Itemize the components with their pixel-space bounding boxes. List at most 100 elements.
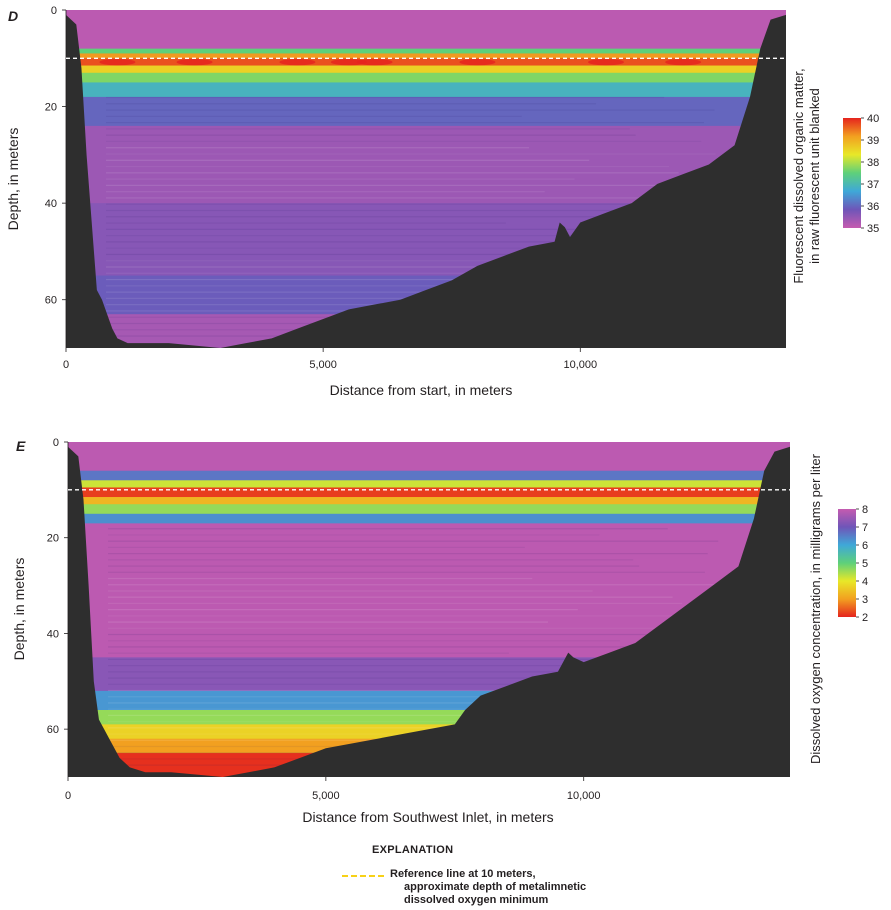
panel-d-colorbar-tick-label: 36 [867, 201, 879, 213]
panel-e-layer-6 [68, 513, 790, 524]
panel-d-streak [106, 285, 597, 287]
panel-d-streak [106, 241, 654, 243]
panel-d-streak [106, 109, 715, 111]
panel-d-layer-5 [66, 72, 786, 83]
panel-d-streak [106, 197, 695, 199]
panel-e-colorbar-tick-label: 5 [862, 558, 868, 570]
panel-d-colorbar-tick-label: 39 [867, 135, 879, 147]
panel-d-hotspot-1 [176, 58, 213, 66]
panel-d-x-tick-label: 10,000 [563, 359, 597, 371]
panel-d-streak [106, 165, 670, 168]
panel-d-streak [106, 216, 710, 218]
panel-e-streak [108, 590, 593, 592]
panel-e-y-axis-label: Depth, in meters [11, 558, 27, 661]
panel-d-colorbar-tick-label: 35 [867, 223, 879, 235]
panel-e-streak [108, 627, 699, 629]
panel-e-streak [108, 683, 556, 685]
panel-e-streak [108, 546, 525, 549]
panel-d-y-tick-label: 60 [45, 295, 57, 307]
panel-d-colorbar-label-line-2: in raw fluorescent unit blanked [807, 88, 822, 264]
panel-d-streak [106, 191, 545, 193]
panel-e-layer-1 [68, 470, 790, 481]
panel-d-streak [106, 140, 702, 143]
panel-e-colorbar-bar [838, 509, 856, 617]
panel-e-streak [108, 534, 600, 536]
reference-line-swatch [342, 875, 384, 877]
panel-e-colorbar-tick-label: 4 [862, 576, 868, 588]
reference-line-label-2: approximate depth of metalimnetic [404, 881, 587, 893]
panel-d-streak [106, 253, 553, 256]
panel-e-y-tick-label: 20 [47, 533, 59, 545]
panel-d-colorbar-label-line-1: Fluorescent dissolved organic matter, [791, 68, 806, 283]
panel-e-streak [108, 559, 634, 561]
panel-e-streak [108, 646, 713, 648]
panel-e-y-tick-label: 60 [47, 724, 59, 736]
panel-e-layer-0 [68, 442, 790, 472]
panel-e-x-axis-label: Distance from Southwest Inlet, in meters [302, 809, 553, 825]
panel-d-streak [106, 184, 718, 186]
panel-d-streak [106, 209, 617, 212]
panel-d-hotspot-3 [330, 58, 367, 66]
panel-e-plot-area [68, 442, 790, 777]
panel-d-streak [106, 260, 718, 262]
panel-d-x-tick-label: 0 [63, 359, 69, 371]
panel-d-y-tick-label: 20 [45, 102, 57, 114]
panel-d-hotspot-4 [356, 58, 393, 66]
panel-d-layer-7 [66, 96, 786, 127]
panel-d-streak [106, 228, 712, 230]
panel-e-layer-2 [68, 480, 790, 488]
panel-e-layer-3 [68, 487, 790, 498]
panel-d-colorbar-tick-label: 38 [867, 157, 879, 169]
panel-d-colorbar-tick-label: 40 [867, 113, 879, 125]
panel-d-layer-3 [66, 58, 786, 67]
panel-e-streak [108, 714, 600, 716]
panel-d-streak [106, 247, 692, 249]
panel-d-streak [106, 235, 611, 237]
panel-d-streak [106, 134, 636, 136]
panel-d-hotspot-7 [665, 58, 702, 66]
panel-d-streak [106, 272, 683, 274]
panel-d-layer-2 [66, 53, 786, 59]
panel-d-y-tick-label: 0 [51, 5, 57, 17]
panel-e-colorbar-label: Dissolved oxygen concentration, in milli… [808, 453, 823, 764]
panel-d: D 0 20 40 60 0 5,000 10,000 Distance from star… [5, 5, 879, 398]
panel-d-terrain [66, 14, 786, 348]
panel-e-axes: 0 20 40 60 0 5,000 10,000 [47, 437, 601, 802]
panel-e-streak [108, 615, 722, 617]
panel-e-streak [108, 621, 548, 623]
panel-d-hotspot-0 [99, 58, 136, 66]
panel-e-x-tick-label: 5,000 [312, 790, 340, 802]
panel-e-terrain [68, 446, 790, 777]
panel-e-label: E [16, 438, 26, 454]
panel-e-streak [108, 702, 687, 704]
panel-d-colorbar-tick-label: 37 [867, 179, 879, 191]
panel-d-streak [106, 266, 568, 268]
panel-e-y-tick-label: 0 [53, 437, 59, 449]
reference-line-legend-text: Reference line at 10 meters, approximate… [390, 868, 600, 907]
panel-e-streak [108, 721, 719, 723]
panel-d-y-tick-label: 40 [45, 198, 57, 210]
panel-e-streak [108, 540, 719, 542]
panel-e-streak [108, 571, 705, 573]
panel-e-streak [108, 609, 578, 611]
panel-e-colorbar-tick-label: 2 [862, 612, 868, 624]
panel-e-colorbar-tick-label: 7 [862, 522, 868, 534]
panel-d-streak [106, 172, 679, 174]
panel-d-streak [106, 297, 522, 299]
explanation-title: EXPLANATION [372, 844, 454, 856]
panel-e-colorbar-tick-label: 6 [862, 540, 868, 552]
panel-d-layer-4 [66, 65, 786, 74]
panel-e-streak [108, 671, 657, 673]
panel-e-streak [108, 677, 695, 679]
panel-e-colorbar-tick-label: 8 [862, 504, 868, 516]
panel-d-layer-0 [66, 10, 786, 50]
panel-d-streak [106, 147, 530, 149]
panel-e-streak [108, 602, 683, 604]
panel-d-streak [106, 103, 597, 105]
panel-e-x-tick-label: 10,000 [567, 790, 601, 802]
reference-line-label-3: dissolved oxygen minimum [404, 894, 549, 906]
panel-e-streak [108, 584, 720, 586]
panel-e-streak [108, 696, 571, 698]
panel-e-streak [108, 633, 652, 636]
panel-d-streak [106, 153, 716, 155]
